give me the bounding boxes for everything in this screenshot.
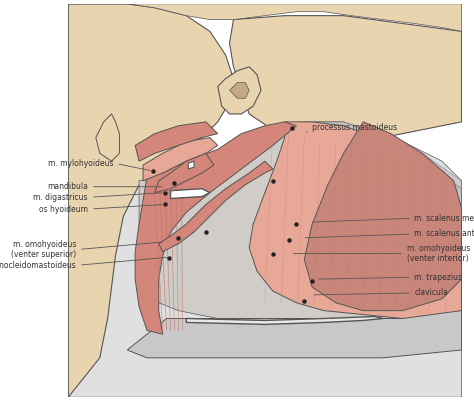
Text: m. mylohyoideus: m. mylohyoideus	[48, 159, 150, 170]
Text: m. omohyoideus
(venter interior): m. omohyoideus (venter interior)	[293, 244, 470, 263]
Text: mandibula: mandibula	[47, 182, 162, 191]
Text: m. scalenus medius: m. scalenus medius	[313, 214, 474, 223]
Polygon shape	[188, 161, 194, 169]
Text: os hyoideum: os hyoideum	[39, 205, 162, 214]
Polygon shape	[281, 122, 462, 252]
Polygon shape	[96, 114, 119, 161]
Text: m. trapezius: m. trapezius	[319, 273, 463, 282]
Polygon shape	[135, 122, 296, 334]
Polygon shape	[218, 67, 261, 114]
Polygon shape	[229, 83, 249, 98]
Polygon shape	[171, 189, 210, 198]
Text: processus mastoideus: processus mastoideus	[307, 123, 397, 132]
Polygon shape	[186, 316, 383, 324]
Polygon shape	[68, 114, 462, 397]
Polygon shape	[68, 4, 462, 31]
Polygon shape	[155, 153, 214, 192]
Text: m. digastricus: m. digastricus	[34, 193, 162, 202]
Polygon shape	[143, 138, 218, 181]
Polygon shape	[249, 122, 462, 318]
Polygon shape	[135, 122, 218, 161]
Text: m. sternocleidomastoideus: m. sternocleidomastoideus	[0, 257, 167, 270]
Polygon shape	[128, 311, 462, 358]
Polygon shape	[229, 16, 462, 142]
Text: m. scalenus anterior: m. scalenus anterior	[305, 229, 474, 239]
Polygon shape	[139, 122, 462, 330]
Polygon shape	[304, 122, 462, 311]
Polygon shape	[159, 161, 273, 252]
Text: m. omohyoideus
(venter superior): m. omohyoideus (venter superior)	[11, 240, 162, 259]
Polygon shape	[68, 4, 234, 397]
Text: clavicula: clavicula	[314, 288, 448, 298]
